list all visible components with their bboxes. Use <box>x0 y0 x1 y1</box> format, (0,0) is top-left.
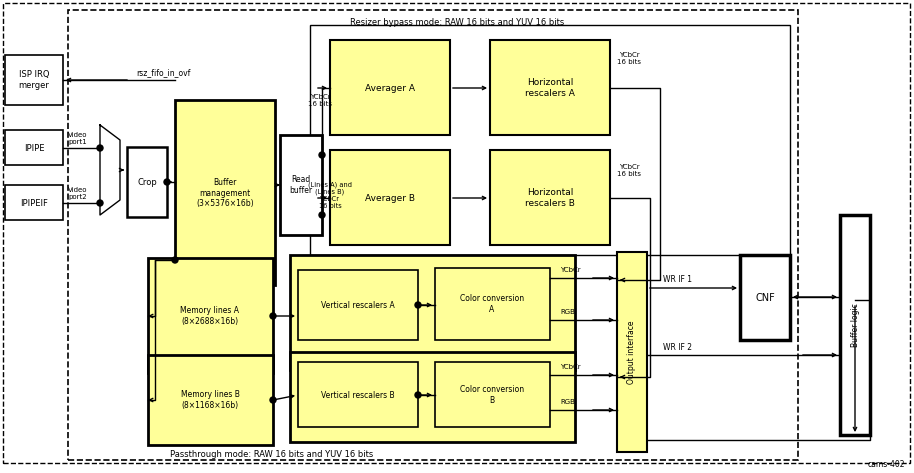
Bar <box>280 135 322 235</box>
Bar <box>617 252 647 452</box>
Text: Buffer logic: Buffer logic <box>851 303 859 347</box>
Text: WR IF 2: WR IF 2 <box>663 342 692 351</box>
Text: Memory lines A
(8×2688×16b): Memory lines A (8×2688×16b) <box>180 307 239 326</box>
Bar <box>310 25 790 255</box>
Text: RGB: RGB <box>560 399 575 405</box>
Text: Color conversion
A: Color conversion A <box>460 294 524 314</box>
Text: IPIPE: IPIPE <box>24 143 44 152</box>
Text: Memory lines B
(8×1168×16b): Memory lines B (8×1168×16b) <box>181 390 239 410</box>
Text: (Lines A) and
(Lines B)
YCbCr
16 bits: (Lines A) and (Lines B) YCbCr 16 bits <box>308 181 352 209</box>
Text: YCbCr
16 bits: YCbCr 16 bits <box>308 94 332 106</box>
Circle shape <box>172 257 178 263</box>
Bar <box>5 185 63 220</box>
Circle shape <box>97 145 103 151</box>
Text: YCbCr
16 bits: YCbCr 16 bits <box>617 52 641 64</box>
Text: Video
port2: Video port2 <box>68 186 88 200</box>
Text: Color conversion
B: Color conversion B <box>460 385 524 405</box>
Text: Buffer
management
(3×5376×16b): Buffer management (3×5376×16b) <box>197 178 254 208</box>
Text: Vertical rescalers B: Vertical rescalers B <box>321 391 395 400</box>
Bar <box>148 258 273 373</box>
Bar <box>175 100 275 285</box>
Circle shape <box>97 200 103 206</box>
Text: Crop: Crop <box>137 177 157 186</box>
Text: Resizer bypass mode: RAW 16 bits and YUV 16 bits: Resizer bypass mode: RAW 16 bits and YUV… <box>350 18 564 27</box>
Circle shape <box>319 212 325 218</box>
Text: Horizontal
rescalers A: Horizontal rescalers A <box>525 79 575 98</box>
Text: ISP IRQ
merger: ISP IRQ merger <box>18 70 49 90</box>
Text: Read
buffer: Read buffer <box>290 175 313 195</box>
Bar <box>290 255 575 370</box>
Text: Averager B: Averager B <box>365 193 415 202</box>
Bar <box>435 268 550 340</box>
Bar <box>330 40 450 135</box>
Bar <box>298 270 418 340</box>
Bar <box>290 352 575 442</box>
Circle shape <box>415 392 421 398</box>
Circle shape <box>270 313 276 319</box>
Text: Output interface: Output interface <box>628 320 636 384</box>
Circle shape <box>415 302 421 308</box>
Bar <box>127 147 167 217</box>
Text: cams-402: cams-402 <box>867 460 905 469</box>
Text: RGB: RGB <box>560 309 575 315</box>
Text: YCbCr: YCbCr <box>560 267 580 273</box>
Text: Horizontal
rescalers B: Horizontal rescalers B <box>525 188 575 208</box>
Text: rsz_fifo_in_ovf: rsz_fifo_in_ovf <box>136 69 190 78</box>
Text: YCbCr: YCbCr <box>560 364 580 370</box>
Circle shape <box>270 397 276 403</box>
Text: IPIPEIF: IPIPEIF <box>20 199 48 208</box>
Text: YCbCr
16 bits: YCbCr 16 bits <box>617 164 641 176</box>
Text: Video
port1: Video port1 <box>68 131 88 144</box>
Circle shape <box>319 152 325 158</box>
Bar <box>490 40 610 135</box>
Text: WR IF 1: WR IF 1 <box>663 275 692 284</box>
Bar <box>840 215 870 435</box>
Bar <box>5 55 63 105</box>
Bar <box>68 10 798 460</box>
Bar <box>330 150 450 245</box>
Bar <box>148 355 273 445</box>
Bar <box>435 362 550 427</box>
Text: Averager A: Averager A <box>365 84 415 93</box>
Bar <box>490 150 610 245</box>
Text: Passthrough mode: RAW 16 bits and YUV 16 bits: Passthrough mode: RAW 16 bits and YUV 16… <box>170 450 373 459</box>
Circle shape <box>164 179 170 185</box>
Bar <box>298 362 418 427</box>
Text: Vertical rescalers A: Vertical rescalers A <box>321 300 395 309</box>
Text: CNF: CNF <box>755 293 775 303</box>
Bar <box>5 130 63 165</box>
Bar <box>740 255 790 340</box>
